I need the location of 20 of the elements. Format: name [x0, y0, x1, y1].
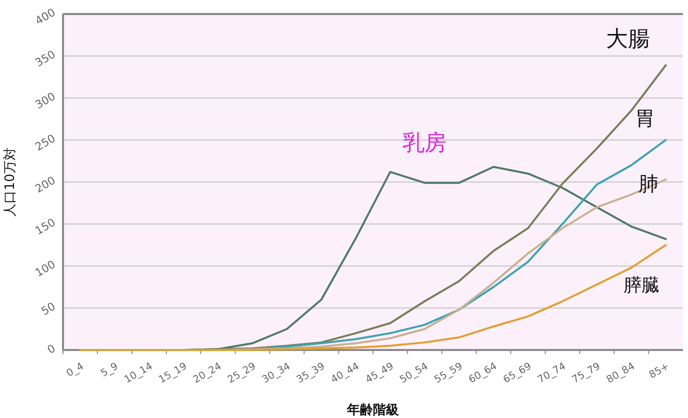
y-axis-title: 人口10万対: [2, 148, 18, 216]
series-label: 大腸: [606, 26, 650, 52]
x-tick-label: 5_9: [99, 361, 120, 380]
y-tick-label: 250: [33, 132, 58, 154]
series-label: 胃: [635, 106, 656, 130]
y-tick-label: 300: [33, 90, 58, 112]
y-tick-label: 50: [39, 300, 58, 318]
x-axis-title: 年齢階級: [346, 403, 400, 418]
y-tick-label: 400: [33, 6, 58, 28]
series-label: 肺: [638, 171, 659, 196]
y-tick-label: 150: [33, 216, 58, 238]
line-series: [79, 244, 667, 351]
y-tick-label: 200: [33, 174, 58, 196]
series-label: 乳房: [402, 131, 447, 156]
y-tick-label: 100: [33, 258, 58, 280]
x-tick-label: 0_4: [64, 361, 86, 380]
y-tick-label: 350: [33, 48, 58, 70]
y-tick-label: 0: [45, 342, 58, 357]
series-label: 膵臓: [624, 275, 660, 296]
x-tick-label: 85+: [647, 361, 672, 382]
